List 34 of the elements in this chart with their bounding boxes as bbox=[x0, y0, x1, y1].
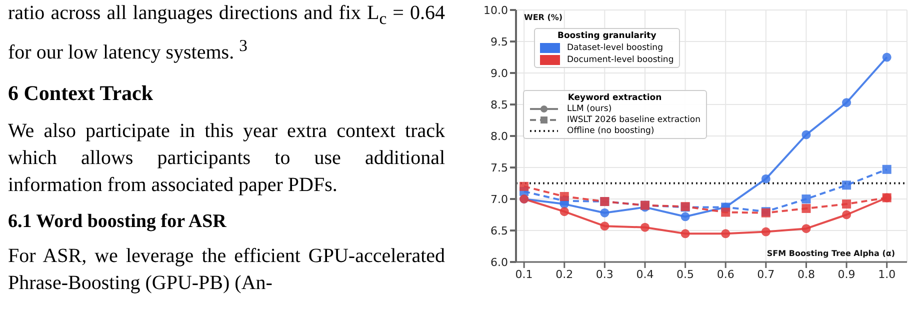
x-tick-label: 0.3 bbox=[596, 268, 614, 281]
annotation: Keyword extraction bbox=[566, 93, 663, 103]
text: 6.1 Word boosting for ASR bbox=[8, 210, 228, 233]
x-tick-label: 0.8 bbox=[797, 268, 815, 281]
annotation: Document-level boosting bbox=[567, 55, 674, 65]
y-tick-label: 8.0 bbox=[490, 130, 508, 143]
legend-label: Offline (no boosting) bbox=[567, 126, 654, 136]
x-tick-label: 0.7 bbox=[757, 268, 775, 281]
text: ratio across all languages directions and fix L$_{c}$ = 0.64 for our low latency systems. $^{3}$ bbox=[8, 2, 445, 64]
annotation: IWSLT 2026 baseline extraction bbox=[567, 115, 701, 125]
annotation: LLM (ours) bbox=[567, 104, 612, 114]
y-axis-title: WER (%) bbox=[524, 13, 563, 22]
y-tick-label: 7.0 bbox=[490, 192, 508, 206]
y-tick-label: 8.5 bbox=[490, 98, 508, 112]
x-tick-label: 0.9 bbox=[838, 268, 856, 281]
y-tick-label: 7.5 bbox=[490, 161, 508, 174]
y-tick-label: 9.5 bbox=[490, 35, 508, 48]
x-tick-label: 0.5 bbox=[676, 268, 694, 281]
text: For ASR, we leverage the efficient GPU-accelerated Phrase-Boosting (GPU-PB) (An- bbox=[8, 244, 445, 296]
x-tick-label: 0.2 bbox=[556, 268, 574, 281]
annotation: Dataset-level boosting bbox=[567, 43, 663, 53]
x-axis-title: SFM Boosting Tree Alpha (α) bbox=[766, 249, 895, 258]
y-tick-label: 10.0 bbox=[484, 4, 508, 17]
legend-box: Boosting granularity Dataset-level boosting Document-level boosting bbox=[534, 28, 680, 68]
x-tick-label: 0.1 bbox=[515, 268, 533, 281]
y-tick-label: 9.0 bbox=[490, 66, 508, 80]
annotation: Boosting granularity bbox=[556, 31, 658, 41]
text: We also participate in this year extra context track which allows participants to use additional information from associated paper PDFs. bbox=[8, 118, 445, 198]
x-tick-label: 0.4 bbox=[636, 268, 654, 281]
text: 6 Context Track bbox=[8, 80, 154, 106]
y-tick-label: 6.0 bbox=[490, 256, 508, 269]
y-tick-label: 6.5 bbox=[490, 224, 508, 238]
x-tick-label: 0.6 bbox=[716, 268, 734, 281]
x-tick-label: 1.0 bbox=[878, 268, 896, 281]
